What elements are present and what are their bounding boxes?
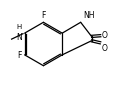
Text: F: F <box>41 11 46 20</box>
Text: N: N <box>16 33 21 42</box>
Text: O: O <box>101 44 107 54</box>
Text: H: H <box>16 24 21 30</box>
Text: F: F <box>18 51 22 60</box>
Text: O: O <box>102 31 108 40</box>
Text: NH: NH <box>83 11 94 20</box>
